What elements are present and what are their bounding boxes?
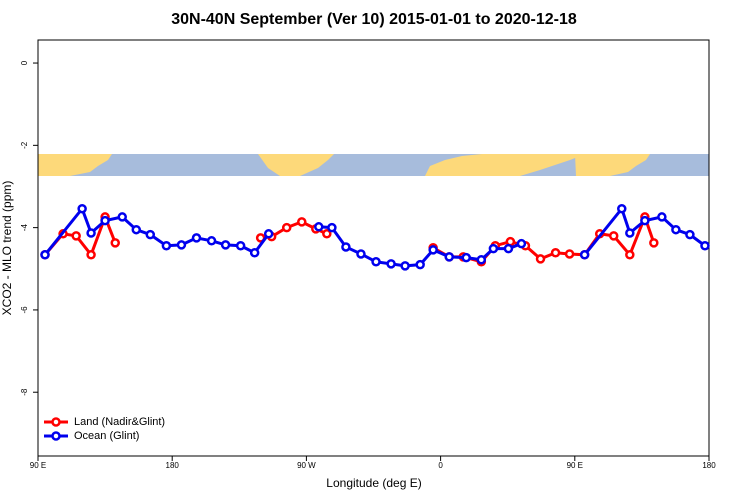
data-point [617, 203, 627, 214]
data-point [400, 261, 410, 271]
x-tick-label: 90 E [567, 461, 583, 470]
chart-title: 30N-40N September (Ver 10) 2015-01-01 to… [171, 11, 577, 28]
data-point [131, 224, 142, 235]
plot-frame [37, 39, 710, 457]
data-point [235, 240, 246, 251]
data-point [516, 238, 527, 249]
data-point [700, 240, 710, 251]
data-point [685, 229, 695, 240]
y-tick-label: -8 [20, 388, 29, 396]
data-point [608, 231, 619, 241]
data-point [322, 229, 332, 239]
data-point [649, 238, 659, 248]
data-point [476, 254, 487, 265]
x-tick-label: 90 E [30, 461, 46, 470]
data-point [415, 259, 425, 270]
data-point [176, 240, 187, 250]
data-point [356, 249, 366, 259]
x-tick-label: 90 W [297, 461, 316, 470]
y-tick-label: 0 [20, 60, 29, 65]
data-point [550, 247, 561, 258]
data-point [220, 240, 231, 250]
data-point [263, 229, 274, 239]
data-point [640, 215, 650, 226]
data-point [249, 247, 260, 258]
y-tick-label: -4 [20, 224, 29, 232]
data-point [579, 250, 590, 260]
data-point [117, 212, 127, 222]
data-point [297, 217, 307, 227]
legend-marker [51, 417, 61, 427]
data-point [503, 243, 514, 254]
y-tick-label: -2 [20, 141, 29, 149]
series-line [43, 212, 656, 264]
x-tick-label: 180 [166, 461, 180, 470]
y-tick-label: -6 [20, 306, 29, 314]
data-point [191, 233, 202, 243]
data-point [625, 250, 635, 260]
data-point [281, 222, 292, 233]
data-point [77, 203, 87, 214]
data-point [371, 257, 381, 267]
data-point [535, 254, 546, 264]
data-point [40, 250, 50, 260]
data-point [461, 252, 471, 263]
data-point [100, 215, 110, 226]
data-point [671, 224, 681, 235]
data-point [488, 243, 499, 254]
legend-marker [51, 431, 61, 441]
data-point [110, 238, 120, 248]
data-point [386, 259, 396, 269]
data-point [161, 240, 172, 251]
data-point [428, 245, 438, 255]
y-axis-label: XCO2 - MLO trend (ppm) [0, 181, 14, 316]
data-point [327, 222, 337, 233]
legend-label: Ocean (Glint) [74, 430, 139, 442]
data-point [206, 236, 217, 246]
data-point [86, 228, 96, 238]
data-point [341, 242, 351, 252]
data-point [71, 231, 81, 241]
data-point [314, 222, 324, 232]
x-tick-label: 180 [702, 461, 716, 470]
data-point [86, 250, 96, 260]
map-strip [38, 154, 709, 176]
data-point [564, 249, 575, 259]
x-tick-label: 0 [438, 461, 443, 470]
data-point [145, 229, 156, 240]
x-axis-label: Longitude (deg E) [326, 476, 421, 490]
legend-label: Land (Nadir&Glint) [74, 416, 165, 428]
data-point [444, 252, 454, 262]
data-point [625, 228, 635, 238]
data-point [657, 212, 667, 222]
